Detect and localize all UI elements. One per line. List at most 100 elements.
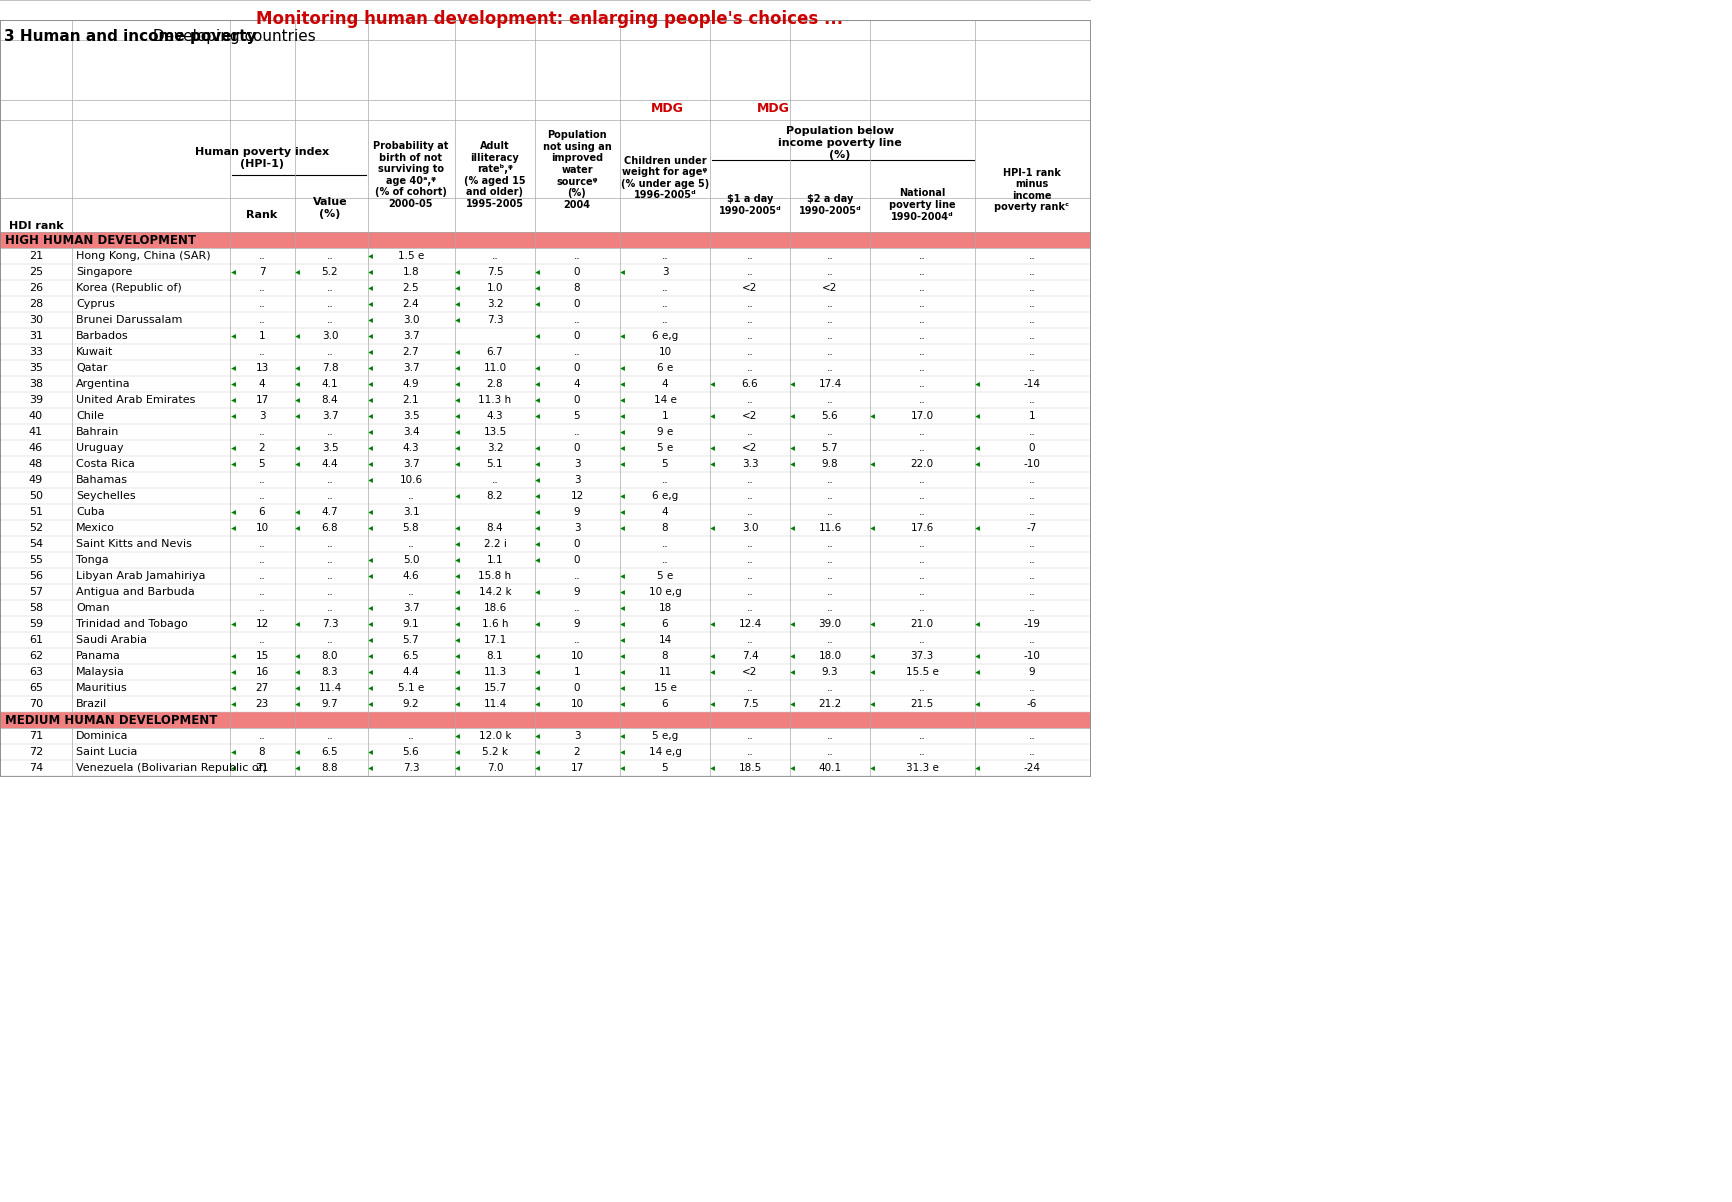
Text: ..: .. [918,538,925,549]
Text: 6.6: 6.6 [741,379,759,389]
Text: ..: .. [326,315,333,325]
Text: ..: .. [918,347,925,357]
Text: 2.7: 2.7 [402,347,419,357]
Text: 8: 8 [662,523,669,532]
Text: ..: .. [746,507,753,517]
Text: ..: .. [573,635,580,645]
Text: 10.6: 10.6 [398,475,423,484]
Text: ..: .. [826,603,833,613]
Text: 9: 9 [573,619,580,629]
Text: 6: 6 [258,507,265,517]
Text: <2: <2 [741,667,757,677]
Text: ..: .. [1029,603,1034,613]
Text: 8: 8 [258,746,265,757]
Text: ..: .. [1029,746,1034,757]
Text: 3.7: 3.7 [402,603,419,613]
Text: 23: 23 [255,700,268,709]
Text: ..: .. [918,282,925,293]
Text: Kuwait: Kuwait [76,347,113,357]
Text: ..: .. [662,299,669,309]
Text: Hong Kong, China (SAR): Hong Kong, China (SAR) [76,251,211,261]
Text: 27: 27 [255,683,268,694]
Text: 6 e,g: 6 e,g [651,331,677,341]
Text: 4: 4 [573,379,580,389]
Text: 4.4: 4.4 [402,667,419,677]
Text: Adult
illiteracy
rateᵇ,ᵠ
(% aged 15
and older)
1995-2005: Adult illiteracy rateᵇ,ᵠ (% aged 15 and … [464,141,525,209]
Text: 17.1: 17.1 [483,635,506,645]
Text: 5.2 k: 5.2 k [481,746,507,757]
Text: 40.1: 40.1 [818,763,842,773]
Text: 21.2: 21.2 [818,700,842,709]
Text: ..: .. [746,746,753,757]
Text: ..: .. [326,635,333,645]
Text: 8.1: 8.1 [487,651,502,661]
Text: 5 e: 5 e [656,444,672,453]
Text: ..: .. [746,603,753,613]
Text: ..: .. [826,587,833,597]
Text: ..: .. [746,395,753,405]
Text: 17: 17 [570,763,584,773]
Text: 9.1: 9.1 [402,619,419,629]
Text: -7: -7 [1027,523,1036,532]
Text: ..: .. [826,251,833,261]
Text: 15 e: 15 e [653,683,675,694]
Text: 21.0: 21.0 [909,619,934,629]
Text: 9 e: 9 e [656,427,672,438]
Text: 7.8: 7.8 [322,363,338,373]
Text: 5: 5 [662,763,669,773]
Text: ..: .. [746,315,753,325]
Text: 1: 1 [1029,411,1034,421]
Text: 5.7: 5.7 [402,635,419,645]
Text: <2: <2 [741,444,757,453]
Text: ..: .. [746,683,753,694]
Text: 5.6: 5.6 [821,411,838,421]
Text: ..: .. [1029,475,1034,484]
Text: ..: .. [918,331,925,341]
Text: Costa Rica: Costa Rica [76,459,135,469]
Text: 10: 10 [658,347,672,357]
Text: ..: .. [573,603,580,613]
Text: 5.7: 5.7 [821,444,838,453]
Text: Cuba: Cuba [76,507,104,517]
Text: ..: .. [746,331,753,341]
Text: 5.1: 5.1 [487,459,502,469]
Text: 3.1: 3.1 [402,507,419,517]
Text: 9.8: 9.8 [821,459,838,469]
Text: Value
(%): Value (%) [312,197,346,219]
Text: Malaysia: Malaysia [76,667,125,677]
Text: ..: .. [826,555,833,565]
Text: 3.2: 3.2 [487,444,502,453]
Text: 0: 0 [573,444,580,453]
Text: ..: .. [326,427,333,438]
Text: ..: .. [918,587,925,597]
Text: Human poverty index
(HPI-1): Human poverty index (HPI-1) [194,147,329,168]
Text: ..: .. [326,555,333,565]
Text: 22.0: 22.0 [909,459,934,469]
Text: ..: .. [1029,267,1034,276]
Text: 46: 46 [29,444,43,453]
Text: 14 e,g: 14 e,g [648,746,681,757]
Text: 3: 3 [573,475,580,484]
Text: 1.8: 1.8 [402,267,419,276]
Text: Oman: Oman [76,603,109,613]
Text: 17.6: 17.6 [909,523,934,532]
Text: 0: 0 [573,538,580,549]
Text: ..: .. [573,571,580,581]
Text: ..: .. [826,395,833,405]
Text: 2.1: 2.1 [402,395,419,405]
Text: 13: 13 [255,363,268,373]
Text: 39.0: 39.0 [818,619,842,629]
Text: ..: .. [918,267,925,276]
Text: ..: .. [1029,315,1034,325]
Text: ..: .. [918,251,925,261]
Text: ..: .. [918,299,925,309]
Text: ..: .. [1029,555,1034,565]
Text: ..: .. [746,587,753,597]
Text: 9.3: 9.3 [821,667,838,677]
Text: ..: .. [918,395,925,405]
Text: Saint Kitts and Nevis: Saint Kitts and Nevis [76,538,192,549]
Text: ..: .. [1029,538,1034,549]
Text: 2.2 i: 2.2 i [483,538,506,549]
Text: ..: .. [826,731,833,740]
Text: ..: .. [746,347,753,357]
